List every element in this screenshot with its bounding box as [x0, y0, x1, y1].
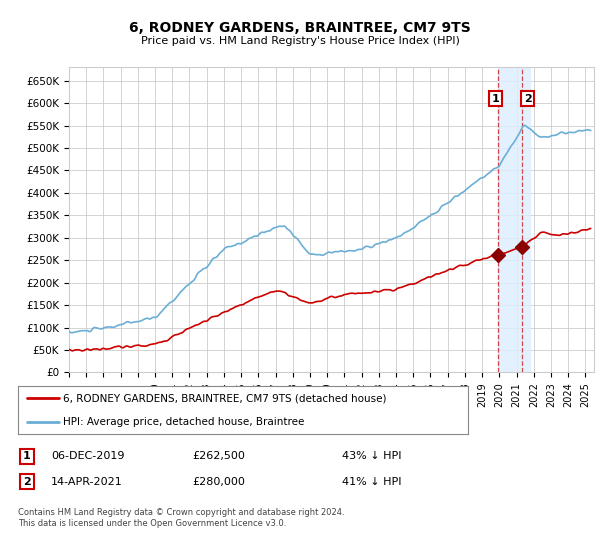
Text: 14-APR-2021: 14-APR-2021 [51, 477, 123, 487]
Text: 06-DEC-2019: 06-DEC-2019 [51, 451, 125, 461]
Text: 1: 1 [23, 451, 31, 461]
Text: Price paid vs. HM Land Registry's House Price Index (HPI): Price paid vs. HM Land Registry's House … [140, 36, 460, 46]
Text: 2: 2 [524, 94, 532, 104]
Text: 6, RODNEY GARDENS, BRAINTREE, CM7 9TS (detached house): 6, RODNEY GARDENS, BRAINTREE, CM7 9TS (d… [63, 393, 386, 403]
Bar [498, 67, 530, 372]
Text: 2: 2 [23, 477, 31, 487]
Text: 1: 1 [491, 94, 499, 104]
Text: £262,500: £262,500 [192, 451, 245, 461]
Text: 6, RODNEY GARDENS, BRAINTREE, CM7 9TS: 6, RODNEY GARDENS, BRAINTREE, CM7 9TS [129, 21, 471, 35]
Text: HPI: Average price, detached house, Braintree: HPI: Average price, detached house, Brai… [63, 417, 304, 427]
Text: 43% ↓ HPI: 43% ↓ HPI [342, 451, 401, 461]
Text: Contains HM Land Registry data © Crown copyright and database right 2024.
This d: Contains HM Land Registry data © Crown c… [18, 508, 344, 528]
Text: 41% ↓ HPI: 41% ↓ HPI [342, 477, 401, 487]
Text: £280,000: £280,000 [192, 477, 245, 487]
